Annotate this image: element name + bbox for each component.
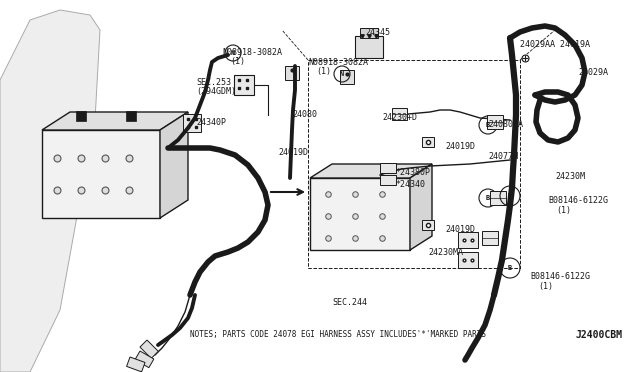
Text: B08146-6122G: B08146-6122G xyxy=(548,196,608,205)
Bar xyxy=(380,175,396,185)
Text: N: N xyxy=(231,50,235,56)
Bar xyxy=(285,66,299,80)
Text: 24019D: 24019D xyxy=(445,142,475,151)
Bar xyxy=(360,28,378,38)
Text: B: B xyxy=(486,195,490,201)
Bar xyxy=(340,70,354,84)
Polygon shape xyxy=(42,112,188,130)
Text: B: B xyxy=(508,265,512,271)
Text: B: B xyxy=(508,193,512,199)
Text: 24230+D: 24230+D xyxy=(382,113,417,122)
Text: 24019D: 24019D xyxy=(445,225,475,234)
Bar xyxy=(422,220,434,230)
Text: SEC.253: SEC.253 xyxy=(196,78,231,87)
Text: 24019D: 24019D xyxy=(278,148,308,157)
Bar xyxy=(183,114,201,132)
Bar xyxy=(140,340,158,358)
Text: 24340P: 24340P xyxy=(196,118,226,127)
Polygon shape xyxy=(42,130,160,218)
Text: 24077M: 24077M xyxy=(488,152,518,161)
Text: NOTES; PARTS CODE 24078 EGI HARNESS ASSY INCLUDES'*'MARKED PARTS: NOTES; PARTS CODE 24078 EGI HARNESS ASSY… xyxy=(190,330,486,339)
Polygon shape xyxy=(310,178,410,250)
Bar xyxy=(126,111,136,121)
Bar xyxy=(458,252,478,268)
Text: 24029AA 24019A: 24029AA 24019A xyxy=(520,40,590,49)
Bar xyxy=(234,75,254,95)
Text: J2400CBM: J2400CBM xyxy=(575,330,622,340)
Polygon shape xyxy=(0,10,100,372)
Text: N08918-3082A: N08918-3082A xyxy=(222,48,282,57)
Bar xyxy=(127,357,145,372)
Text: N: N xyxy=(340,71,344,77)
Text: N08918-3082A: N08918-3082A xyxy=(308,58,368,67)
Text: (1): (1) xyxy=(538,282,553,291)
Polygon shape xyxy=(410,164,432,250)
Bar xyxy=(392,108,407,120)
Text: 24029A: 24029A xyxy=(578,68,608,77)
Text: 24080: 24080 xyxy=(292,110,317,119)
Polygon shape xyxy=(160,112,188,218)
Text: B: B xyxy=(486,122,490,128)
Bar xyxy=(490,191,506,205)
Text: 24230MA: 24230MA xyxy=(428,248,463,257)
Text: *24340: *24340 xyxy=(395,180,425,189)
Bar xyxy=(135,351,154,368)
Text: 24080+A: 24080+A xyxy=(488,120,523,129)
Bar xyxy=(487,115,503,129)
Text: (1): (1) xyxy=(556,206,571,215)
Text: (294GDM): (294GDM) xyxy=(196,87,236,96)
Bar xyxy=(76,111,86,121)
Text: B08146-6122G: B08146-6122G xyxy=(530,272,590,281)
Text: 24345: 24345 xyxy=(365,28,390,37)
Text: (1): (1) xyxy=(230,57,245,66)
Bar xyxy=(458,232,478,248)
Bar xyxy=(380,163,396,173)
Polygon shape xyxy=(310,164,432,178)
Text: SEC.244: SEC.244 xyxy=(332,298,367,307)
Bar xyxy=(422,137,434,147)
Bar xyxy=(482,231,498,245)
Text: (1): (1) xyxy=(316,67,331,76)
Text: 24230M: 24230M xyxy=(555,172,585,181)
Text: *24380P: *24380P xyxy=(395,168,430,177)
Bar xyxy=(355,36,383,58)
